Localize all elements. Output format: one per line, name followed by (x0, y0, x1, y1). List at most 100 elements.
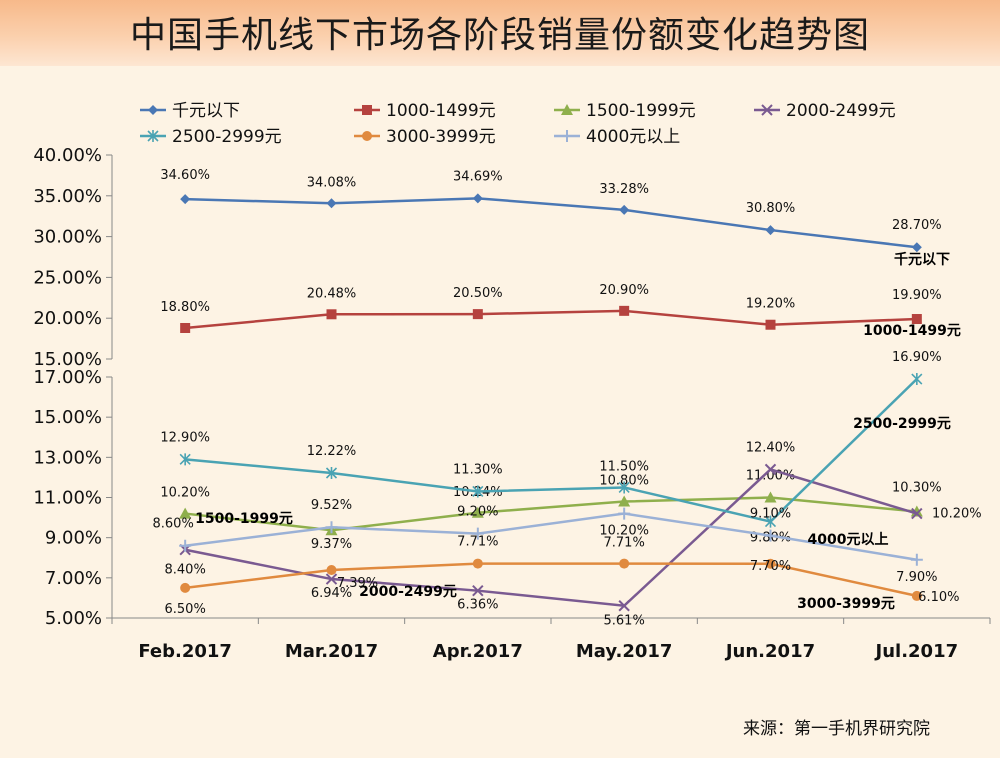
data-point (147, 130, 159, 142)
data-point (471, 527, 484, 540)
series-line (185, 496, 917, 532)
y-tick-label: 20.00% (33, 308, 102, 329)
series-3000-3999元: 6.50% 7.39% 7.71% 7.71% 7.70% 6.10% 3000-3999元 (165, 535, 960, 617)
data-label: 10.30% (892, 481, 942, 496)
series-line (185, 197, 917, 249)
data-label: 20.48% (307, 286, 357, 301)
data-label: 11.50% (599, 459, 649, 474)
legend-label: 千元以下 (172, 101, 240, 121)
y-tick-label: 15.00% (33, 407, 102, 428)
data-point (180, 322, 191, 333)
data-point (326, 565, 337, 576)
series-annotation: 1500-1999元 (195, 511, 293, 527)
data-point (618, 507, 631, 520)
data-point (180, 194, 191, 205)
legend-label: 3000-3999元 (386, 127, 496, 147)
data-point (764, 491, 777, 503)
data-point (910, 553, 923, 566)
data-label: 8.60% (153, 517, 194, 532)
data-point (325, 573, 338, 585)
data-point (326, 198, 337, 209)
series-annotation: 1000-1499元 (863, 323, 961, 339)
x-tick-label: Feb.2017 (138, 641, 232, 662)
data-point (179, 453, 191, 466)
legend-label: 2500-2999元 (172, 127, 282, 147)
legend-label: 4000元以上 (586, 127, 680, 147)
data-label: 10.80% (599, 474, 649, 489)
legend-item: 1000-1499元 (354, 101, 496, 121)
y-tick-label: 5.00% (45, 608, 102, 629)
x-tick-label: Mar.2017 (285, 641, 378, 662)
data-label: 8.40% (165, 563, 206, 578)
data-label: 6.10% (918, 590, 959, 605)
data-point (325, 466, 338, 479)
series-line (185, 309, 917, 330)
y-tick-label: 30.00% (33, 227, 102, 248)
data-label: 6.50% (165, 602, 206, 617)
data-label: 19.20% (746, 297, 796, 312)
data-point (561, 130, 573, 142)
data-point (362, 131, 372, 141)
series-line (185, 378, 918, 523)
data-point (765, 319, 776, 330)
data-label: 34.69% (453, 169, 503, 184)
data-point (764, 463, 777, 476)
data-point (472, 193, 483, 204)
data-label: 11.30% (453, 462, 503, 477)
data-label: 7.71% (457, 535, 498, 550)
data-label: 12.40% (746, 440, 796, 455)
series-line (185, 512, 918, 561)
data-point (911, 590, 922, 601)
data-label: 10.20% (160, 486, 210, 501)
x-tick-label: Apr.2017 (433, 641, 523, 662)
data-point (561, 104, 573, 115)
data-point (472, 584, 484, 597)
data-point (911, 314, 922, 325)
data-point (911, 507, 923, 520)
legend-item: 3000-3999元 (354, 127, 496, 147)
series-4000元以上: 8.60% 9.52% 9.20% 10.20% 9.10% 7.90% 4000元以上 (153, 498, 938, 585)
data-label: 7.39% (337, 576, 378, 591)
data-label: 33.28% (599, 182, 649, 197)
legend-item: 4000元以上 (554, 127, 680, 147)
data-label: 9.37% (311, 537, 352, 552)
data-label: 34.08% (307, 175, 357, 190)
series-annotation: 千元以下 (894, 251, 950, 268)
data-label: 7.71% (604, 536, 645, 551)
legend-item: 千元以下 (140, 101, 240, 121)
data-point (911, 242, 922, 253)
data-label: 9.52% (311, 498, 352, 513)
series-annotation: 3000-3999元 (797, 596, 895, 612)
legend-item: 1500-1999元 (554, 101, 696, 121)
legend-label: 1000-1499元 (386, 101, 496, 121)
y-tick-label: 17.00% (33, 367, 102, 388)
data-point (472, 309, 483, 320)
data-label: 20.50% (453, 286, 503, 301)
data-label: 10.20% (932, 507, 982, 522)
data-point (911, 373, 923, 386)
y-tick-label: 13.00% (33, 447, 102, 468)
data-point (472, 558, 483, 569)
data-label: 5.61% (604, 614, 645, 629)
x-tick-label: Jul.2017 (874, 641, 959, 662)
data-label: 28.70% (892, 218, 942, 233)
data-point (765, 225, 776, 236)
data-point (179, 539, 192, 552)
data-point (761, 104, 773, 116)
data-point (619, 305, 630, 316)
data-label: 12.90% (160, 430, 210, 445)
data-label: 16.90% (892, 350, 942, 365)
data-point (619, 558, 630, 569)
series-annotation: 2500-2999元 (853, 416, 951, 432)
source-note: 来源：第一手机界研究院 (743, 719, 930, 739)
data-label: 9.10% (750, 507, 791, 522)
data-point (326, 309, 337, 320)
data-point (618, 600, 630, 612)
data-point (471, 506, 484, 518)
data-label: 19.90% (892, 288, 942, 303)
data-point (362, 105, 372, 115)
y-tick-label: 11.00% (33, 488, 102, 509)
legend-item: 2500-2999元 (140, 127, 282, 147)
